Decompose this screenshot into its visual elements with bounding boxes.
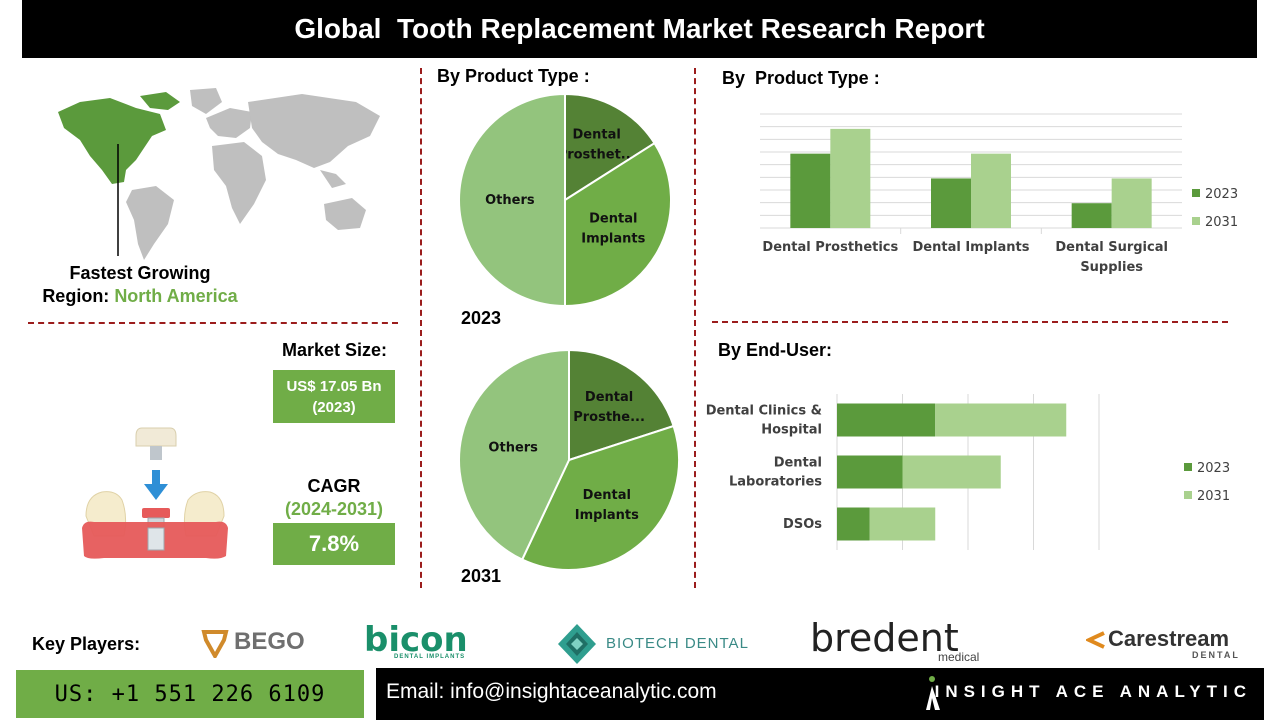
bicon-logo: bicon DENTAL IMPLANTS xyxy=(364,620,504,664)
hbar-chart-heading: By End-User: xyxy=(718,340,833,360)
divider-left xyxy=(420,68,422,588)
pie-2031-slice-1 xyxy=(520,424,680,571)
pie-2023-year: 2023 xyxy=(461,308,502,328)
bego-icon xyxy=(201,630,229,658)
vbar-bar-2023-1 xyxy=(931,178,971,228)
hbar-legend-swatch-2031 xyxy=(1184,491,1192,499)
hbar-legend-swatch-2023 xyxy=(1184,463,1192,471)
vbar-bar-2023-0 xyxy=(790,153,831,228)
biotech-diamond-icon xyxy=(558,624,596,664)
world-map xyxy=(58,88,380,260)
pie-2031-slice-2 xyxy=(458,348,570,561)
hbar-category-label-2: DSOs xyxy=(783,517,822,532)
hbar-bar-2031-1 xyxy=(902,455,1001,489)
pie-2023-slice-0 xyxy=(564,92,656,202)
cagr-heading: CAGR xyxy=(307,476,361,496)
vbar-category-label-2: Dental Surgical Supplies xyxy=(1055,240,1168,275)
hbar-category-label-0: Dental Clinics & Hospital xyxy=(706,404,822,438)
region-value: North America xyxy=(114,286,238,306)
vbar-legend-swatch-2031 xyxy=(1192,217,1200,225)
vbar-category-label-0: Dental Prosthetics xyxy=(762,240,898,255)
bredent-logo-subtext: medical xyxy=(938,650,980,664)
fastest-growing-region: Fastest Growing Region: North America xyxy=(20,262,260,308)
footer-phone: US: +1 551 226 6109 xyxy=(16,670,364,718)
region-label: Fastest Growing xyxy=(69,263,211,283)
hbar-bar-2023-2 xyxy=(837,507,870,541)
market-size-value: US$ 17.05 Bn xyxy=(286,377,382,395)
market-size-heading: Market Size: xyxy=(282,340,388,360)
vbar-legend-swatch-2023 xyxy=(1192,189,1200,197)
divider-right-horizontal xyxy=(712,321,1228,323)
cagr-value: 7.8% xyxy=(273,523,395,565)
pie-2023-slice-label-1: Dental Implants xyxy=(581,212,645,247)
hbar-legend-label-2023: 2023 xyxy=(1197,461,1230,476)
market-size-value-box: US$ 17.05 Bn (2023) xyxy=(273,370,395,423)
pie-2031-slice-label-1: Dental Implants xyxy=(575,488,639,523)
carestream-icon xyxy=(1086,631,1105,649)
footer-email: Email: info@insightaceanalytic.com xyxy=(386,680,717,703)
pie-2023-slice-label-0: Dental Prosthet... xyxy=(558,127,636,162)
vbar-bar-2031-0 xyxy=(830,128,871,228)
cagr-period: (2024-2031) xyxy=(284,499,384,519)
region-line: Region: North America xyxy=(20,285,260,308)
pie-2023-slice-label-2: Others xyxy=(485,193,535,208)
pie-2023-slice-2 xyxy=(458,92,566,308)
carestream-logo-text: Carestream xyxy=(1108,626,1230,651)
hbar-legend-label-2031: 2031 xyxy=(1197,489,1230,504)
market-size-year: (2023) xyxy=(312,398,356,416)
report-title: Global Tooth Replacement Market Research… xyxy=(22,0,1257,58)
pie-chart-2031: Dental Prosthe... Dental Implants Others xyxy=(458,348,680,571)
biotech-dental-logo-text: BIOTECH DENTAL xyxy=(606,635,749,652)
hbar-bar-2023-0 xyxy=(837,403,936,437)
hbar-category-label-1: Dental Laboratories xyxy=(729,456,822,490)
footer-brand: INSIGHT ACE ANALYTIC xyxy=(934,682,1252,701)
carestream-logo-subtext: DENTAL xyxy=(1192,650,1240,660)
insight-ace-logo-icon xyxy=(926,676,940,710)
pie-2023-slice-1 xyxy=(564,141,672,308)
key-players-label: Key Players: xyxy=(32,634,141,654)
vbar-category-label-1: Dental Implants xyxy=(913,240,1030,255)
end-user-bar-chart: Dental Clinics & Hospital Dental Laboratori… xyxy=(706,394,1230,550)
bego-logo-text: BEGO xyxy=(234,628,305,655)
bego-logo: BEGO xyxy=(200,626,310,660)
north-america-shape xyxy=(58,98,166,184)
vbar-legend-label-2023: 2023 xyxy=(1205,187,1238,202)
bredent-logo: bredent medical xyxy=(810,616,1036,666)
vbar-legend-label-2031: 2031 xyxy=(1205,215,1238,230)
bar-chart-heading: By Product Type : xyxy=(722,68,880,88)
pie-2031-slice-0 xyxy=(568,348,675,462)
bredent-logo-text: bredent xyxy=(810,616,959,660)
hbar-bar-2023-1 xyxy=(837,455,903,489)
divider-left-horizontal xyxy=(28,322,398,324)
pie-2031-year: 2031 xyxy=(461,566,502,586)
vbar-bar-2023-2 xyxy=(1071,203,1112,228)
region-prefix: Region: xyxy=(42,286,115,306)
pie-2031-slice-label-0: Dental Prosthe... xyxy=(573,390,645,425)
divider-right xyxy=(694,68,696,588)
biotech-dental-logo: BIOTECH DENTAL xyxy=(556,622,756,666)
pie-section-heading: By Product Type : xyxy=(437,66,590,86)
hbar-bar-2031-2 xyxy=(869,507,936,541)
pie-chart-2023: Dental Prosthet... Dental Implants Others xyxy=(458,92,672,308)
hbar-bar-2031-0 xyxy=(935,403,1067,437)
vbar-bar-2031-2 xyxy=(1111,178,1152,228)
product-type-bar-chart: Dental Prosthetics Dental Implants Dental … xyxy=(760,113,1238,275)
bicon-logo-text: bicon xyxy=(364,620,468,660)
carestream-logo: Carestream DENTAL xyxy=(1086,626,1256,662)
footer-bar: Email: info@insightaceanalytic.com INSIG… xyxy=(376,668,1264,720)
pie-2031-slice-label-2: Others xyxy=(488,441,538,456)
bicon-logo-subtext: DENTAL IMPLANTS xyxy=(394,654,466,660)
vbar-bar-2031-1 xyxy=(971,153,1011,228)
dental-implant-icon xyxy=(82,427,228,559)
